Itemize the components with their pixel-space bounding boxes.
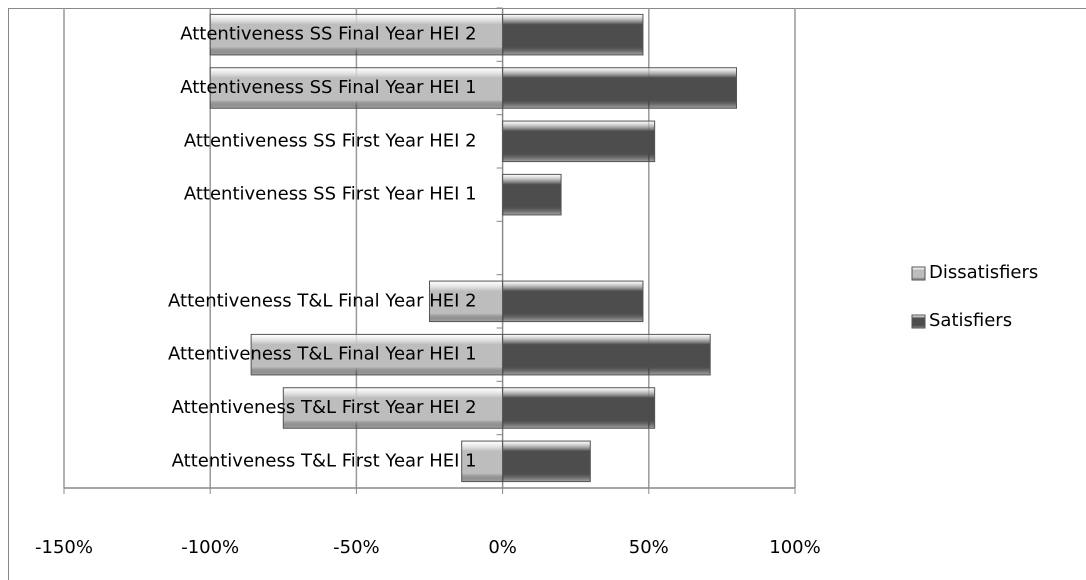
bar — [502, 387, 656, 429]
y-tick-label: Attentiveness T&L First Year HEI 2 — [172, 397, 477, 418]
legend-swatch — [911, 266, 926, 281]
bar — [461, 440, 504, 483]
y-tick-label: Attentiveness SS First Year HEI 1 — [184, 184, 477, 205]
y-tick-label: Attentiveness SS Final Year HEI 1 — [180, 77, 476, 98]
y-tick-label: Attentiveness SS First Year HEI 2 — [184, 130, 477, 151]
x-tick-label: 100% — [769, 537, 820, 558]
y-tick-label: Attentiveness T&L Final Year HEI 1 — [168, 344, 477, 365]
chart-border — [8, 8, 1086, 580]
bar — [502, 333, 711, 376]
bar — [502, 173, 562, 216]
y-tick-label: Attentiveness T&L Final Year HEI 2 — [168, 290, 477, 311]
x-tick-label: -100% — [181, 537, 239, 558]
x-tick-label: -50% — [333, 537, 380, 558]
legend-swatch — [911, 314, 926, 329]
x-tick-label: 50% — [629, 537, 669, 558]
x-tick-label: 0% — [488, 537, 517, 558]
bar — [502, 280, 644, 323]
bar — [250, 333, 504, 376]
y-tick-label: Attentiveness T&L First Year HEI 1 — [172, 450, 477, 471]
legend-label: Dissatisfiers — [929, 262, 1038, 283]
legend-label: Satisfiers — [929, 310, 1012, 331]
bar — [502, 120, 656, 163]
bar — [502, 440, 591, 483]
bar — [429, 280, 504, 323]
y-tick-label: Attentiveness SS Final Year HEI 2 — [180, 24, 476, 45]
x-tick-label: -150% — [35, 537, 93, 558]
bar — [502, 67, 738, 109]
bar — [502, 13, 644, 56]
bar — [209, 67, 504, 109]
bar — [282, 387, 504, 429]
bar — [209, 13, 504, 56]
